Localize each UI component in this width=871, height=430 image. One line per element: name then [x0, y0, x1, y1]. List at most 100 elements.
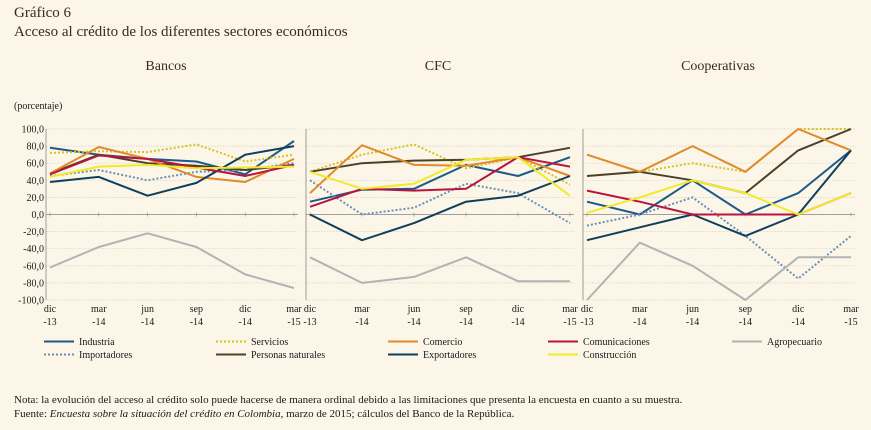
figure-number: Gráfico 6 — [14, 5, 72, 21]
x-tick-label-month: jun — [407, 304, 421, 315]
title-block: Gráfico 6 Acceso al crédito de los difer… — [14, 4, 348, 42]
x-tick-label-year: -14 — [792, 317, 805, 328]
legend-label: Comercio — [423, 337, 462, 348]
charts-area: (porcentaje) 100,0 80,0 60,0 40,0 20,0 0,0 -20,… — [14, 59, 859, 361]
x-tick-label-month: dic — [512, 304, 525, 315]
x-tick-label-year: -14 — [407, 317, 420, 328]
legend-item: Comunicaciones — [548, 337, 650, 348]
legend: Industria Importadores Servicios Personas n… — [44, 337, 822, 361]
x-tick-label-month: dic — [581, 304, 594, 315]
x-tick-label-year: -14 — [633, 317, 646, 328]
y-tick-label: 80,0 — [27, 142, 45, 153]
x-tick-label-year: -14 — [92, 317, 105, 328]
legend-label: Comunicaciones — [583, 337, 650, 348]
x-tick-label-year: -13 — [303, 317, 316, 328]
fuente-rest: , marzo de 2015; cálculos del Banco de l… — [280, 408, 515, 420]
legend-label: Personas naturales — [251, 350, 325, 361]
footnote-nota: Nota: la evolución del acceso al crédito… — [14, 394, 683, 406]
x-tick-label-year: -14 — [686, 317, 699, 328]
series-line-construcción — [309, 156, 571, 197]
series-line-agropecuario — [586, 241, 851, 301]
x-tick-label-year: -13 — [43, 317, 56, 328]
x-tick-label-month: mar — [843, 304, 859, 315]
x-tick-label-year: -15 — [563, 317, 576, 328]
x-tick-label-month: dic — [792, 304, 805, 315]
y-tick-label: 40,0 — [27, 176, 45, 187]
x-tick-label-month: dic — [304, 304, 317, 315]
y-tick-label: -100,0 — [18, 296, 44, 307]
fuente-prefix: Fuente: — [14, 408, 50, 420]
x-tick-label-month: dic — [239, 304, 252, 315]
y-tick-label: -80,0 — [23, 278, 44, 289]
legend-item: Agropecuario — [732, 337, 822, 348]
series-line-comercio — [586, 128, 852, 173]
figure-title: Acceso al crédito de los diferentes sect… — [14, 24, 348, 40]
legend-label: Exportadores — [423, 350, 476, 361]
legend-item: Exportadores — [388, 350, 476, 361]
x-tick-label-year: -15 — [287, 317, 300, 328]
series-line-exportadores — [49, 145, 295, 197]
x-tick-label-month: mar — [354, 304, 370, 315]
series-line-construcción — [49, 163, 295, 178]
x-tick-label-year: -14 — [511, 317, 524, 328]
x-tick-label-year: -14 — [355, 317, 368, 328]
x-tick-label-month: mar — [632, 304, 648, 315]
series-line-personas-naturales — [309, 146, 571, 173]
series-line-construcción — [586, 179, 852, 216]
series-line-comercio — [309, 144, 571, 194]
x-tick-label-year: -14 — [739, 317, 752, 328]
x-tick-label-year: -14 — [141, 317, 154, 328]
panel-title: Bancos — [145, 59, 186, 74]
x-tick-label-year: -14 — [190, 317, 203, 328]
x-tick-label-year: -14 — [239, 317, 252, 328]
y-tick-label: 20,0 — [27, 193, 45, 204]
series-line-exportadores — [309, 175, 571, 242]
y-tick-label: -20,0 — [23, 227, 44, 238]
legend-item: Comercio — [388, 337, 462, 348]
series-line-importadores — [586, 196, 852, 280]
x-tick-label-month: mar — [562, 304, 578, 315]
y-tick-label: -40,0 — [23, 244, 44, 255]
legend-item: Personas naturales — [216, 350, 325, 361]
legend-label: Construcción — [583, 350, 636, 361]
y-tick-label: 0,0 — [32, 210, 45, 221]
x-tick-label-month: sep — [190, 304, 203, 315]
legend-label: Importadores — [79, 350, 132, 361]
x-tick-label-month: mar — [286, 304, 302, 315]
x-tick-label-month: jun — [685, 304, 699, 315]
x-tick-label-year: -15 — [844, 317, 857, 328]
x-tick-label-month: mar — [91, 304, 107, 315]
y-tick-label: 60,0 — [27, 159, 45, 170]
series-line-industria — [586, 149, 852, 216]
panel-title: CFC — [425, 59, 451, 74]
legend-item: Servicios — [216, 337, 288, 348]
x-tick-label-month: sep — [459, 304, 472, 315]
panel-1: CFC dic -13 mar -14 jun -14 sep -14 dic -14 mar -15 — [303, 59, 578, 328]
legend-item: Importadores — [44, 350, 132, 361]
x-tick-label-month: sep — [739, 304, 752, 315]
series-line-importadores — [309, 179, 571, 224]
series-line-agropecuario — [49, 232, 295, 289]
panel-title: Cooperativas — [681, 59, 755, 74]
series-line-comercio — [49, 146, 295, 183]
series-line-agropecuario — [309, 256, 570, 284]
series-line-exportadores — [586, 149, 852, 242]
series-line-servicios — [309, 143, 571, 186]
x-tick-label-year: -14 — [459, 317, 472, 328]
footnote-fuente: Fuente: Encuesta sobre la situación del … — [14, 407, 682, 421]
y-axis-label: (porcentaje) — [14, 101, 62, 112]
legend-item: Construcción — [548, 350, 636, 361]
y-tick-label: -60,0 — [23, 261, 44, 272]
legend-label: Industria — [79, 337, 115, 348]
footnote: Nota: la evolución del acceso al crédito… — [14, 393, 682, 421]
x-tick-label-month: jun — [140, 304, 154, 315]
fuente-source: Encuesta sobre la situación del crédito … — [49, 408, 281, 420]
series-line-comunicaciones — [49, 154, 295, 177]
x-tick-label-month: dic — [44, 304, 57, 315]
x-tick-label-year: -13 — [580, 317, 593, 328]
legend-item: Industria — [44, 337, 115, 348]
legend-label: Agropecuario — [767, 337, 822, 348]
y-tick-label: 100,0 — [22, 125, 45, 136]
panel-2: Cooperativas dic -13 mar -14 jun -14 sep -14 dic -… — [580, 59, 859, 328]
series-line-comunicaciones — [309, 156, 571, 208]
